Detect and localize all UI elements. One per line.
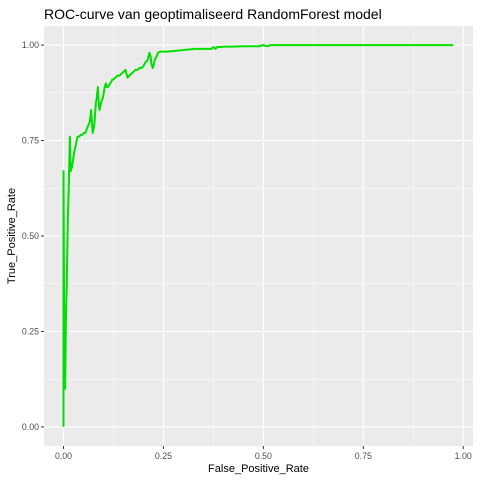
y-tick-label: 0.50 [22, 231, 39, 241]
x-tick-label: 0.50 [255, 451, 272, 461]
y-tick-label: 0.25 [22, 326, 39, 336]
y-tick-label: 0.75 [22, 136, 39, 146]
x-tick-label: 0.25 [155, 451, 172, 461]
x-tick-label: 1.00 [455, 451, 472, 461]
x-axis-title: False_Positive_Rate [208, 463, 309, 475]
y-axis-ticks: 0.00 0.25 0.50 0.75 1.00 [22, 40, 44, 432]
series-layer [62, 44, 454, 427]
y-tick-label: 0.00 [22, 422, 39, 432]
chart-title: ROC-curve van geoptimaliseerd RandomFore… [44, 6, 382, 22]
roc-curve-line [62, 44, 454, 427]
x-tick-label: 0.00 [55, 451, 72, 461]
y-tick-label: 1.00 [22, 40, 39, 50]
x-tick-label: 0.75 [355, 451, 372, 461]
x-axis-ticks: 0.00 0.25 0.50 0.75 1.00 [55, 446, 472, 461]
y-axis-title: True_Positive_Rate [6, 188, 18, 284]
